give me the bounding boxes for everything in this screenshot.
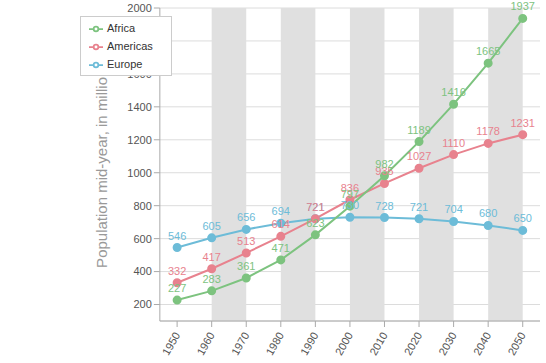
- svg-text:600: 600: [133, 233, 151, 245]
- svg-text:1990: 1990: [298, 330, 321, 357]
- svg-text:1189: 1189: [407, 124, 431, 136]
- svg-text:1178: 1178: [476, 125, 500, 137]
- svg-text:283: 283: [203, 273, 221, 285]
- svg-text:730: 730: [341, 199, 359, 211]
- svg-text:1600: 1600: [127, 68, 151, 80]
- svg-text:728: 728: [375, 200, 393, 212]
- svg-text:1970: 1970: [229, 330, 252, 357]
- svg-text:361: 361: [237, 260, 255, 272]
- svg-text:2020: 2020: [402, 330, 425, 357]
- svg-text:1416: 1416: [441, 86, 465, 98]
- svg-text:1960: 1960: [194, 330, 217, 357]
- svg-text:982: 982: [375, 158, 393, 170]
- svg-text:1231: 1231: [510, 117, 534, 129]
- svg-text:417: 417: [203, 251, 221, 263]
- svg-text:2040: 2040: [471, 330, 494, 357]
- svg-text:2050: 2050: [505, 330, 528, 357]
- svg-text:1000: 1000: [127, 167, 151, 179]
- svg-text:2000: 2000: [332, 330, 355, 357]
- svg-text:614: 614: [272, 218, 290, 230]
- svg-text:1400: 1400: [127, 101, 151, 113]
- svg-text:721: 721: [306, 201, 324, 213]
- svg-text:721: 721: [410, 201, 428, 213]
- svg-text:1800: 1800: [127, 35, 151, 47]
- svg-text:2000: 2000: [127, 2, 151, 14]
- svg-text:1027: 1027: [407, 150, 431, 162]
- svg-text:704: 704: [444, 203, 462, 215]
- svg-text:2010: 2010: [367, 330, 390, 357]
- svg-text:680: 680: [479, 207, 497, 219]
- svg-text:1665: 1665: [476, 45, 500, 57]
- svg-text:721: 721: [306, 201, 324, 213]
- svg-text:400: 400: [133, 265, 151, 277]
- svg-text:1950: 1950: [160, 330, 183, 357]
- svg-text:1110: 1110: [442, 137, 465, 149]
- svg-text:800: 800: [133, 200, 151, 212]
- svg-text:200: 200: [133, 298, 151, 310]
- svg-text:1200: 1200: [127, 134, 151, 146]
- svg-text:694: 694: [272, 205, 290, 217]
- svg-text:513: 513: [237, 235, 255, 247]
- svg-text:623: 623: [306, 217, 324, 229]
- svg-text:471: 471: [272, 242, 290, 254]
- svg-text:227: 227: [168, 282, 186, 294]
- svg-text:797: 797: [341, 188, 359, 200]
- svg-text:332: 332: [168, 265, 186, 277]
- svg-text:656: 656: [237, 211, 255, 223]
- svg-text:605: 605: [203, 220, 221, 232]
- svg-text:546: 546: [168, 230, 186, 242]
- svg-text:2030: 2030: [436, 330, 459, 357]
- svg-text:1937: 1937: [510, 0, 534, 12]
- svg-text:Population mid-year, in millio: Population mid-year, in millions: [93, 61, 110, 268]
- svg-text:1980: 1980: [263, 330, 286, 357]
- svg-text:650: 650: [514, 212, 532, 224]
